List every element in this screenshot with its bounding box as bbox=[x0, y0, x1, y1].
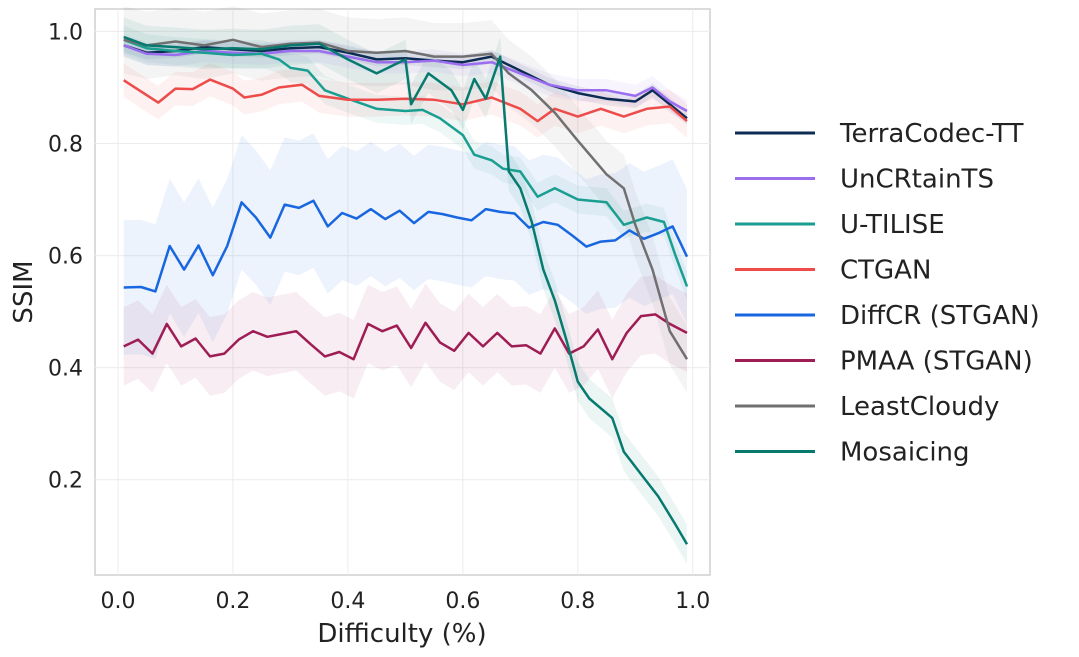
x-tick-label: 0.4 bbox=[330, 589, 365, 614]
legend-label: TerraCodec-TT bbox=[839, 119, 1024, 149]
series-band bbox=[123, 34, 687, 123]
series-band bbox=[123, 133, 687, 359]
legend-item: UnCRtainTS bbox=[735, 165, 994, 195]
legend-label: DiffCR (STGAN) bbox=[840, 301, 1040, 331]
grid bbox=[95, 9, 710, 575]
x-tick-label: 0.2 bbox=[215, 589, 250, 614]
y-tick-label: 0.4 bbox=[48, 357, 83, 382]
series-line bbox=[123, 38, 689, 287]
legend-item: TerraCodec-TT bbox=[735, 119, 1024, 149]
series-line bbox=[123, 199, 689, 293]
series-line bbox=[123, 78, 688, 123]
legend-item: LeastCloudy bbox=[735, 392, 999, 422]
y-axis: 0.2 0.4 0.6 0.8 1.0 bbox=[48, 20, 83, 493]
plot-area bbox=[94, 8, 711, 576]
series-line bbox=[123, 38, 689, 360]
series-line bbox=[123, 35, 689, 545]
y-tick-label: 0.8 bbox=[48, 132, 83, 157]
y-tick-label: 0.6 bbox=[48, 245, 83, 270]
x-tick-label: 0.0 bbox=[100, 589, 135, 614]
series-lines bbox=[123, 35, 689, 545]
legend-label: PMAA (STGAN) bbox=[840, 347, 1033, 377]
y-tick-label: 0.2 bbox=[48, 469, 83, 494]
series-line bbox=[123, 44, 688, 113]
legend-label: CTGAN bbox=[840, 256, 931, 286]
legend-label: LeastCloudy bbox=[840, 392, 999, 422]
series-band bbox=[123, 62, 687, 138]
x-axis: 0.0 0.2 0.4 0.6 0.8 1.0 bbox=[100, 589, 710, 614]
x-tick-label: 1.0 bbox=[675, 589, 710, 614]
legend-label: Mosaicing bbox=[840, 438, 970, 468]
legend: TerraCodec-TT UnCRtainTS U-TILISE CTGAN Diff… bbox=[735, 119, 1040, 468]
legend-label: UnCRtainTS bbox=[840, 165, 994, 195]
legend-item: PMAA (STGAN) bbox=[735, 347, 1033, 377]
series-line bbox=[123, 313, 688, 361]
legend-item: U-TILISE bbox=[735, 210, 945, 240]
plot-frame bbox=[94, 8, 711, 576]
x-tick-label: 0.6 bbox=[445, 589, 480, 614]
y-tick-label: 1.0 bbox=[48, 20, 83, 45]
legend-item: DiffCR (STGAN) bbox=[735, 301, 1040, 331]
legend-label: U-TILISE bbox=[840, 210, 945, 240]
legend-item: CTGAN bbox=[735, 256, 931, 286]
x-axis-title: Difficulty (%) bbox=[317, 619, 486, 649]
legend-item: Mosaicing bbox=[735, 438, 970, 468]
x-tick-label: 0.8 bbox=[560, 589, 595, 614]
y-axis-title: SSIM bbox=[9, 260, 39, 323]
